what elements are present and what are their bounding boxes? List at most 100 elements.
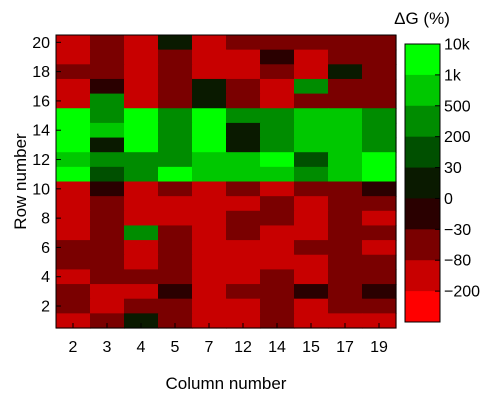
- y-tick-label: 2: [41, 299, 50, 316]
- heatmap-cell: [226, 298, 261, 314]
- heatmap-cell: [90, 196, 125, 212]
- heatmap-cell: [90, 137, 125, 153]
- heatmap-cell: [226, 225, 261, 241]
- heatmap-cell: [158, 137, 193, 153]
- plot-frame: [55, 34, 397, 329]
- heatmap-cell: [158, 225, 193, 241]
- heatmap-cell: [158, 152, 193, 168]
- heatmap-cell: [124, 269, 159, 285]
- heatmap-cell: [192, 254, 227, 270]
- heatmap-cell: [328, 181, 363, 197]
- heatmap-cell: [90, 64, 125, 80]
- heatmap-cell: [260, 108, 295, 124]
- heatmap-cell: [294, 35, 329, 51]
- y-axis-label: Row number: [11, 133, 30, 230]
- heatmap-cell: [362, 298, 397, 314]
- heatmap-cell: [90, 78, 125, 95]
- heatmap-cell: [192, 152, 227, 168]
- colorbar: 10k 1k 500 200 30 0 −30 −80 −200: [404, 37, 480, 323]
- heatmap-cell: [90, 108, 125, 124]
- heatmap-cell: [192, 137, 227, 153]
- heatmap-cell: [124, 64, 159, 80]
- heatmap-cell: [124, 152, 159, 168]
- heatmap-cell: [124, 108, 159, 124]
- heatmap-cell: [90, 122, 125, 139]
- heatmap-cell: [56, 210, 91, 227]
- heatmap-cell: [90, 93, 125, 109]
- heatmap-cell: [362, 49, 397, 65]
- heatmap-cell: [328, 108, 363, 124]
- heatmap-cell: [328, 284, 363, 300]
- heatmap-cell: [294, 269, 329, 285]
- y-tick-label: 10: [32, 181, 50, 198]
- heatmap-cell: [226, 49, 261, 65]
- heatmap-cell: [260, 137, 295, 153]
- heatmap-cell: [90, 49, 125, 65]
- heatmap-cell: [294, 225, 329, 241]
- heatmap-cell: [90, 152, 125, 168]
- heatmap-cell: [294, 284, 329, 300]
- heatmap-cell: [260, 93, 295, 109]
- heatmap-cell: [90, 181, 125, 197]
- heatmap-cell: [328, 269, 363, 285]
- colorbar-title: ΔG (%): [394, 9, 450, 28]
- heatmap-cell: [226, 254, 261, 270]
- heatmap-cell: [192, 49, 227, 65]
- heatmap-cell: [362, 93, 397, 109]
- heatmap-cell: [56, 35, 91, 51]
- y-tick-label: 18: [32, 64, 50, 81]
- heatmap-cell: [294, 108, 329, 124]
- x-tick-label: 4: [137, 339, 146, 356]
- x-tick-label: 12: [234, 339, 252, 356]
- heatmap-cell: [226, 313, 261, 329]
- heatmap-cell: [226, 166, 261, 183]
- heatmap-cell: [362, 166, 397, 183]
- heatmap-cell: [56, 298, 91, 314]
- colorbar-tick-label: 30: [444, 160, 462, 177]
- heatmap-cell: [260, 152, 295, 168]
- heatmap-cell: [260, 298, 295, 314]
- heatmap-cell: [90, 35, 125, 51]
- heatmap-cell: [328, 64, 363, 80]
- heatmap-cell: [158, 196, 193, 212]
- heatmap-cell: [56, 196, 91, 212]
- heatmap-cell: [158, 254, 193, 270]
- heatmap-cell: [124, 225, 159, 241]
- heatmap-cell: [226, 108, 261, 124]
- heatmap-cell: [192, 269, 227, 285]
- y-tick-label: 6: [41, 240, 50, 257]
- heatmap-cell: [124, 210, 159, 227]
- heatmap-cell: [124, 284, 159, 300]
- heatmap-cell: [226, 78, 261, 95]
- heatmap-cell: [56, 49, 91, 65]
- heatmap-cell: [226, 210, 261, 227]
- heatmap-cell: [226, 240, 261, 256]
- y-tick-label: 8: [41, 211, 50, 228]
- heatmap-cell: [294, 93, 329, 109]
- heatmap-cell: [158, 298, 193, 314]
- colorbar-tick-label: 1k: [444, 67, 462, 84]
- heatmap-cell: [192, 78, 227, 95]
- heatmap-cell: [56, 225, 91, 241]
- heatmap-cell: [260, 78, 295, 95]
- colorbar-segment: [405, 44, 440, 76]
- heatmap-cell: [192, 225, 227, 241]
- heatmap-cell: [158, 93, 193, 109]
- heatmap-cell: [124, 240, 159, 256]
- heatmap-cell: [328, 225, 363, 241]
- heatmap-cell: [328, 313, 363, 329]
- heatmap-cell: [90, 240, 125, 256]
- colorbar-tick-label: −80: [444, 253, 471, 270]
- heatmap-cell: [56, 166, 91, 183]
- heatmap-cell: [90, 254, 125, 270]
- heatmap-cell: [294, 64, 329, 80]
- heatmap-cell: [260, 254, 295, 270]
- heatmap-cell: [362, 35, 397, 51]
- heatmap-cell: [192, 166, 227, 183]
- heatmap-cell: [192, 313, 227, 329]
- colorbar-segment: [405, 260, 440, 292]
- heatmap-cell: [260, 49, 295, 65]
- heatmap-cell: [90, 225, 125, 241]
- heatmap-cell: [328, 254, 363, 270]
- heatmap-cell: [158, 210, 193, 227]
